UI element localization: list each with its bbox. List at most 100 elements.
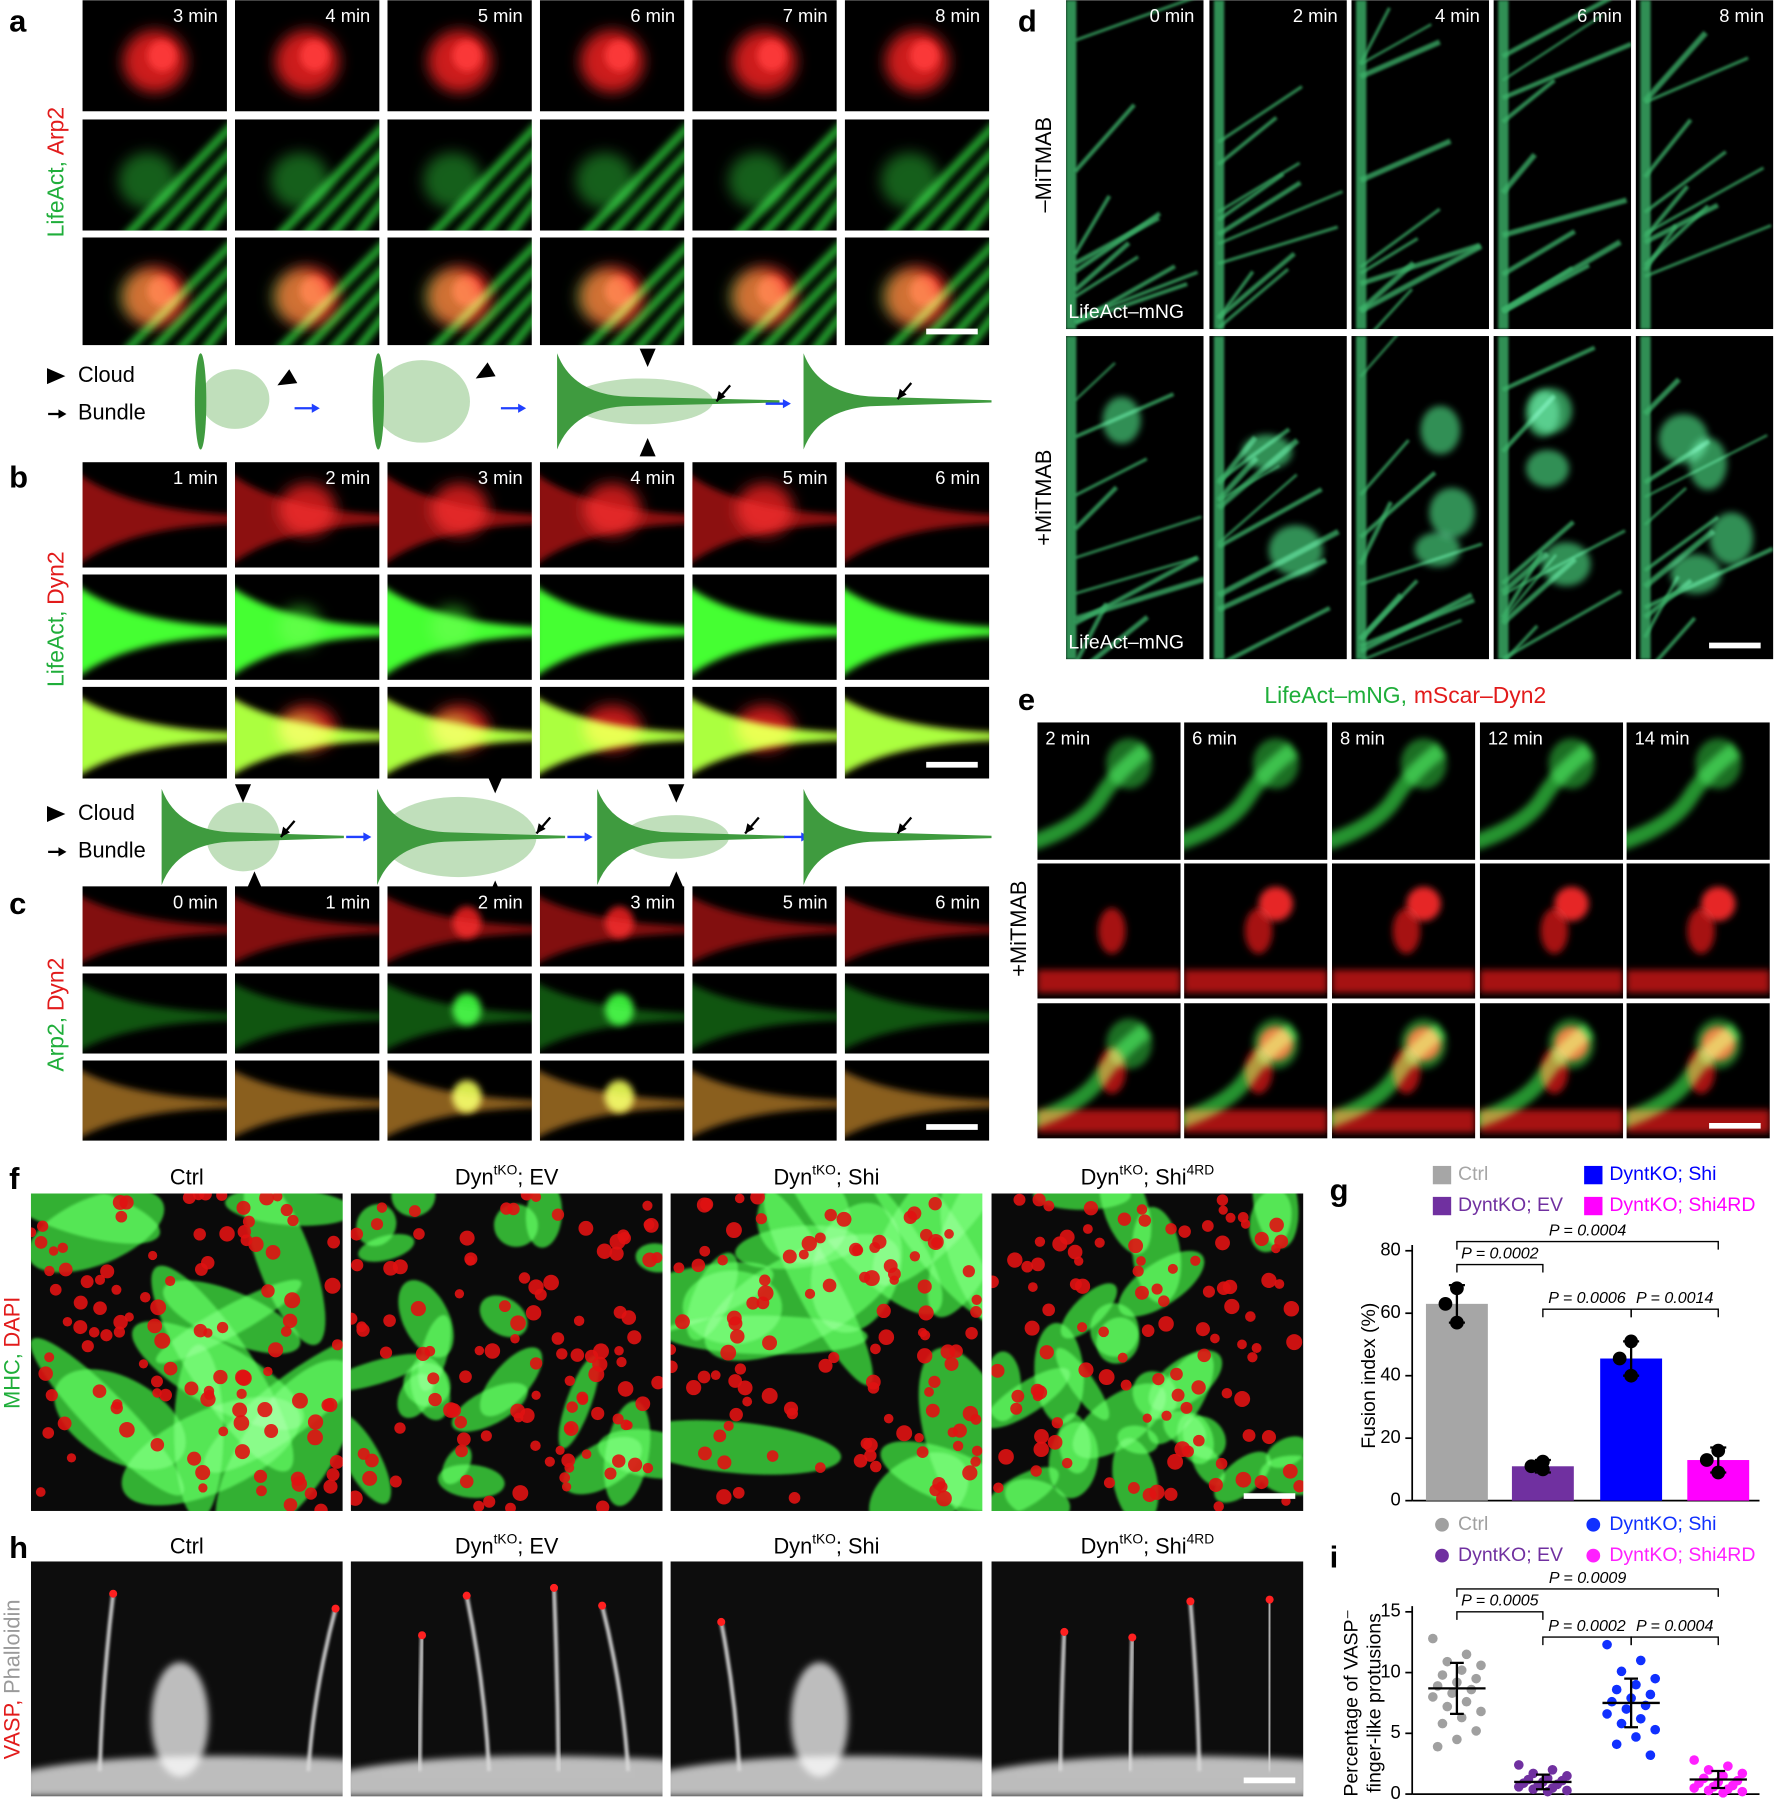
signal xyxy=(151,1662,209,1777)
nucleus xyxy=(1197,1348,1211,1363)
signal xyxy=(1073,241,1131,293)
data-point xyxy=(1438,1296,1453,1311)
signal xyxy=(787,174,837,231)
y-axis-label: finger-like protusions xyxy=(1364,1613,1386,1793)
signal xyxy=(355,199,380,231)
signal xyxy=(913,149,990,231)
signal xyxy=(1241,434,1293,470)
column-title: DyntKO; Shi xyxy=(773,1531,879,1558)
nucleus xyxy=(932,1476,946,1491)
data-point xyxy=(1624,1334,1639,1349)
schematic-cloud xyxy=(200,369,270,429)
schematic-bundle xyxy=(161,788,344,886)
nucleus xyxy=(991,1275,999,1289)
signal xyxy=(1400,738,1447,789)
nucleus xyxy=(755,1213,767,1225)
nucleus xyxy=(460,1474,474,1489)
nucleus xyxy=(917,1279,932,1294)
nucleus xyxy=(1034,1236,1046,1247)
nucleus xyxy=(323,1479,338,1494)
nucleus xyxy=(1261,1272,1277,1289)
nucleus xyxy=(864,1449,877,1462)
channel-label: LifeAct, Dyn2 xyxy=(42,551,68,687)
bar xyxy=(1425,1303,1488,1501)
micrograph xyxy=(234,1060,380,1141)
title-superscript: tKO xyxy=(494,1531,518,1546)
nucleus xyxy=(588,1366,605,1383)
title-part: Dyn xyxy=(773,1164,812,1189)
channel-red: Dyn2 xyxy=(42,551,68,604)
signal xyxy=(1037,1109,1181,1133)
signal xyxy=(271,152,329,209)
nucleus xyxy=(152,1388,162,1398)
nucleus xyxy=(643,1218,659,1233)
schematic-cloud xyxy=(373,360,470,443)
micrograph xyxy=(1209,0,1347,330)
schematic-membrane xyxy=(194,353,207,450)
nucleus xyxy=(519,1408,535,1423)
nucleus xyxy=(525,1305,542,1321)
signal xyxy=(1073,485,1119,531)
nucleus xyxy=(124,1312,134,1322)
nucleus xyxy=(686,1379,702,1396)
data-point xyxy=(1631,1679,1641,1690)
signal xyxy=(203,314,227,346)
nucleus xyxy=(280,1326,292,1337)
nucleus xyxy=(473,1500,485,1511)
nucleus xyxy=(1011,1389,1025,1403)
nucleus xyxy=(876,1303,891,1319)
micrograph xyxy=(1351,0,1489,330)
nucleus xyxy=(365,1453,379,1468)
nucleus xyxy=(1034,1429,1049,1444)
signal xyxy=(147,276,177,307)
nucleus xyxy=(1030,1465,1042,1477)
signal xyxy=(1643,515,1720,572)
signal xyxy=(1501,229,1576,277)
legend-label: Bundle xyxy=(78,400,146,425)
signal xyxy=(304,266,380,346)
nucleus xyxy=(307,1429,323,1446)
signal xyxy=(991,1467,1059,1511)
micrograph xyxy=(1493,336,1632,660)
p-value: P = 0.0009 xyxy=(1549,1569,1626,1587)
data-point xyxy=(1607,1696,1617,1707)
legend-swatch xyxy=(1586,1517,1601,1532)
nucleus xyxy=(559,1472,571,1483)
channel-label: Arp2, Dyn2 xyxy=(42,958,68,1072)
signal xyxy=(82,897,227,962)
signal xyxy=(1127,1637,1135,1772)
micrograph xyxy=(1626,863,1770,999)
signal xyxy=(1501,78,1556,124)
nucleus xyxy=(505,1502,516,1511)
data-point xyxy=(1737,1768,1748,1779)
bundle-marker-head xyxy=(536,823,546,834)
nucleus xyxy=(1141,1324,1155,1337)
nucleus xyxy=(1039,1345,1054,1360)
nucleus xyxy=(44,1352,55,1363)
nucleus xyxy=(710,1370,721,1381)
micrograph xyxy=(692,0,837,112)
signal xyxy=(583,483,641,536)
signal xyxy=(508,199,532,231)
channel-red: VASP, xyxy=(0,1700,25,1760)
data-point xyxy=(1645,1689,1656,1700)
nucleus xyxy=(427,1372,440,1385)
nucleus xyxy=(150,1375,163,1388)
nucleus xyxy=(971,1445,983,1457)
nucleus xyxy=(456,1432,471,1447)
signal xyxy=(1554,886,1589,922)
signal xyxy=(452,1080,482,1113)
bundle-marker-head xyxy=(745,823,755,834)
significance-bracket xyxy=(1456,1588,1719,1597)
time-label: 4 min xyxy=(630,467,675,488)
legend-label: DyntKO; EV xyxy=(1458,1194,1563,1216)
nucleus xyxy=(379,1346,393,1359)
signal xyxy=(1218,225,1339,266)
nucleus xyxy=(828,1351,840,1364)
nucleus xyxy=(1237,1339,1247,1350)
signal xyxy=(1331,1109,1476,1133)
signal xyxy=(719,1621,742,1772)
nucleus xyxy=(66,1453,77,1463)
cloud-marker xyxy=(46,368,66,385)
